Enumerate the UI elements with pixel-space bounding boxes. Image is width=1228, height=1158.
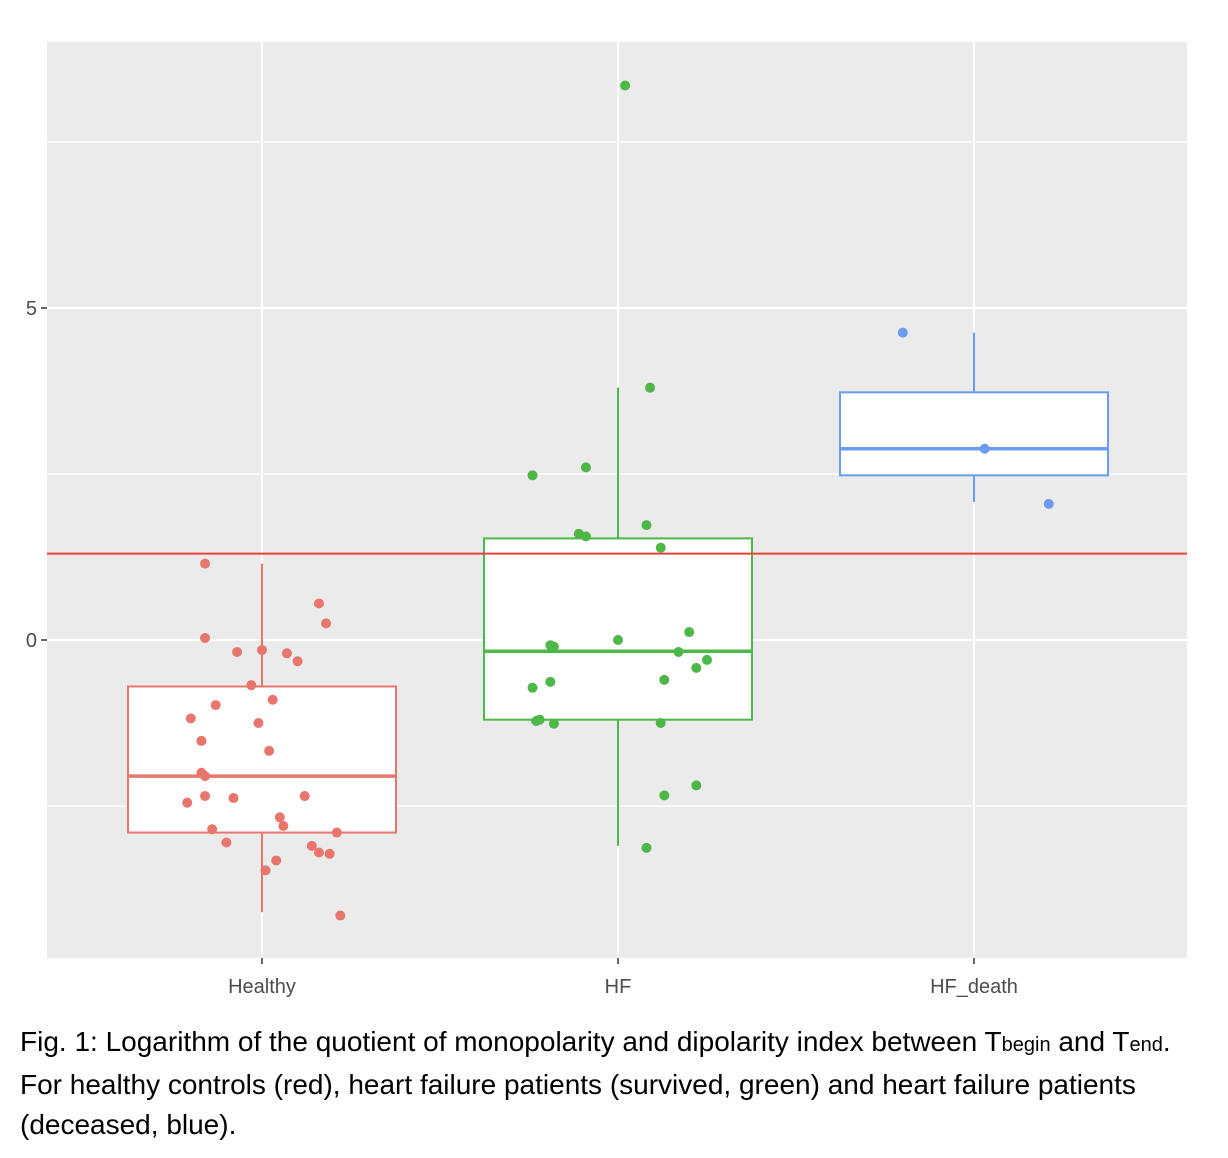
data-point-hf xyxy=(580,462,591,473)
figure-caption: Fig. 1: Logarithm of the quotient of mon… xyxy=(20,1022,1220,1145)
boxplot-chart: 0 5 Healthy HF HF_death xyxy=(26,42,1187,998)
points-layer xyxy=(182,80,1054,921)
data-point-healthy xyxy=(228,793,239,804)
data-point-healthy xyxy=(257,644,267,655)
y-tick-label: 0 xyxy=(26,630,37,652)
caption-text-2: and T xyxy=(1050,1026,1130,1057)
x-tick-label: HF xyxy=(605,976,632,998)
data-point-hf xyxy=(691,662,702,673)
data-point-healthy xyxy=(232,646,243,657)
data-point-healthy xyxy=(274,812,285,823)
data-point-hf-death xyxy=(1043,498,1054,509)
data-point-healthy xyxy=(253,718,264,728)
data-point-hf xyxy=(641,842,652,853)
data-point-healthy xyxy=(324,848,335,859)
data-point-hf xyxy=(655,542,666,553)
data-point-healthy xyxy=(321,618,332,629)
axes-layer: 0 5 Healthy HF HF_death xyxy=(26,298,1018,998)
data-point-hf xyxy=(545,676,556,687)
data-point-hf xyxy=(641,520,652,531)
data-point-healthy xyxy=(185,713,196,724)
data-point-healthy xyxy=(200,558,211,569)
data-point-hf xyxy=(659,790,670,801)
data-point-healthy xyxy=(281,648,292,659)
data-point-hf xyxy=(655,718,666,728)
data-point-healthy xyxy=(292,656,303,667)
data-point-hf xyxy=(659,674,670,685)
data-point-healthy xyxy=(331,827,342,838)
data-point-healthy xyxy=(221,837,232,848)
data-point-hf xyxy=(527,682,538,693)
data-point-healthy xyxy=(260,865,271,876)
data-point-healthy xyxy=(200,791,211,802)
data-point-hf xyxy=(645,382,656,393)
caption-text-3: . For healthy controls (red), heart fail… xyxy=(20,1026,1171,1140)
data-point-healthy xyxy=(182,797,193,808)
data-point-healthy xyxy=(306,840,317,851)
data-point-hf xyxy=(691,780,702,791)
data-point-healthy xyxy=(313,598,324,609)
data-point-healthy xyxy=(264,745,275,756)
box-hf xyxy=(483,537,753,721)
data-point-hf xyxy=(684,627,695,638)
data-point-hf xyxy=(613,635,623,645)
data-point-hf xyxy=(702,654,712,665)
data-point-healthy xyxy=(335,910,346,921)
data-point-hf xyxy=(673,646,684,657)
data-point-hf xyxy=(527,470,538,481)
box-healthy xyxy=(127,685,397,834)
data-point-healthy xyxy=(267,694,278,705)
y-tick-label: 5 xyxy=(26,298,37,320)
data-point-healthy xyxy=(196,735,207,746)
data-point-hf xyxy=(548,641,559,652)
data-point-hf xyxy=(534,714,545,725)
box-hf-death xyxy=(839,391,1109,477)
caption-text-1: Fig. 1: Logarithm of the quotient of mon… xyxy=(20,1026,1002,1057)
data-point-healthy xyxy=(299,791,310,802)
data-point-healthy xyxy=(278,820,289,831)
caption-subscript-begin: begin xyxy=(1001,1034,1051,1056)
data-point-hf xyxy=(548,718,559,729)
data-point-healthy xyxy=(313,847,324,858)
data-point-healthy xyxy=(246,680,257,691)
data-point-healthy xyxy=(271,855,282,866)
data-point-hf-death xyxy=(897,327,908,338)
boxes-layer xyxy=(127,332,1109,913)
data-point-healthy xyxy=(210,700,221,711)
data-point-healthy xyxy=(200,633,211,644)
data-point-healthy xyxy=(207,824,218,835)
caption-subscript-end: end xyxy=(1129,1034,1163,1056)
x-tick-label: HF_death xyxy=(930,976,1018,998)
data-point-hf xyxy=(620,80,631,91)
data-point-hf xyxy=(580,531,591,542)
x-tick-label: Healthy xyxy=(228,976,296,998)
data-point-healthy xyxy=(200,771,211,782)
data-point-hf-death xyxy=(979,443,990,454)
